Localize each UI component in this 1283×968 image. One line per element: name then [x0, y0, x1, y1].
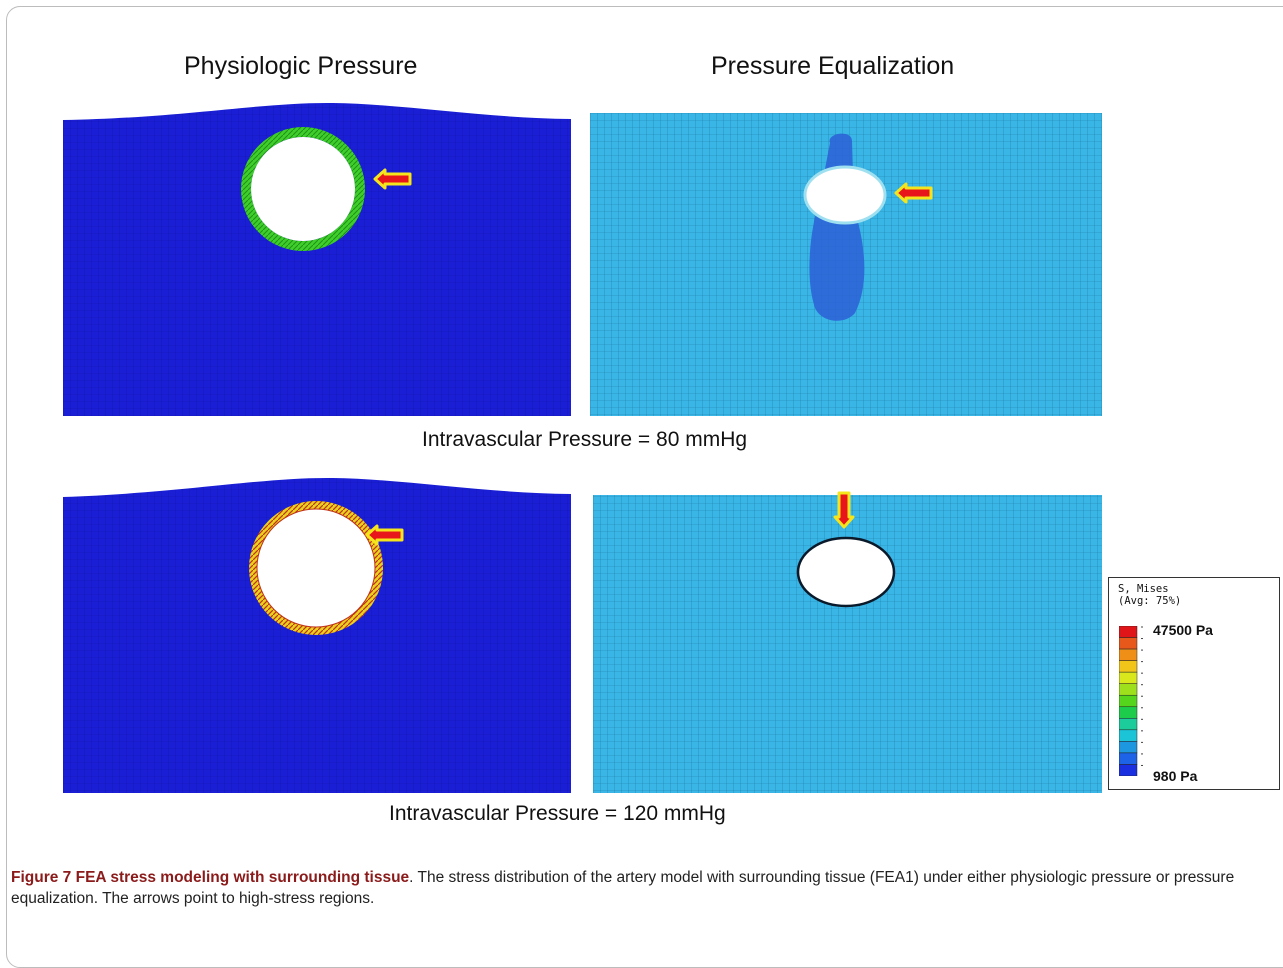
panel-equalization-120	[593, 491, 1102, 793]
legend-swatch	[1119, 626, 1138, 638]
artery-wall-ring	[249, 501, 383, 635]
high-stress-arrow	[894, 182, 933, 204]
row-label-80: Intravascular Pressure = 80 mmHg	[422, 428, 748, 451]
legend-swatch	[1119, 718, 1138, 731]
legend-swatch	[1119, 671, 1138, 684]
column-title-equalization: Pressure Equalization	[711, 52, 955, 80]
lumen	[796, 536, 896, 608]
artery-wall-ring	[241, 127, 365, 251]
stress-legend: S, Mises (Avg: 75%) 47500 Pa 980 Pa	[1108, 577, 1280, 790]
lumen	[803, 165, 887, 225]
caption-text: . The stress distribution of the artery …	[11, 869, 1235, 907]
figure-caption: Figure 7 FEA stress modeling with surrou…	[11, 867, 1271, 909]
panel-physiologic-120	[63, 477, 571, 793]
legend-swatch	[1119, 637, 1138, 650]
legend-swatch	[1119, 741, 1138, 754]
panel-physiologic-80	[63, 102, 571, 416]
high-stress-arrow	[373, 168, 412, 190]
legend-swatch	[1119, 764, 1138, 776]
high-stress-arrow	[833, 491, 855, 529]
legend-color-bar	[1119, 626, 1143, 776]
legend-swatch	[1119, 683, 1138, 696]
legend-swatch	[1119, 694, 1138, 708]
column-title-physiologic: Physiologic Pressure	[184, 52, 418, 80]
legend-swatch	[1119, 648, 1138, 661]
legend-swatch	[1119, 729, 1138, 742]
legend-swatch	[1119, 706, 1138, 719]
legend-title: S, Mises (Avg: 75%)	[1118, 583, 1182, 607]
legend-swatch	[1119, 752, 1138, 765]
caption-lead: Figure 7 FEA stress modeling with surrou…	[11, 869, 410, 886]
legend-min-label: 980 Pa	[1153, 768, 1198, 784]
lumen	[256, 508, 376, 628]
row-label-120: Intravascular Pressure = 120 mmHg	[389, 802, 726, 825]
panel-equalization-80	[590, 113, 1102, 416]
legend-swatch	[1119, 660, 1138, 673]
legend-max-label: 47500 Pa	[1153, 622, 1213, 638]
lumen	[251, 137, 355, 241]
high-stress-arrow	[365, 524, 404, 546]
